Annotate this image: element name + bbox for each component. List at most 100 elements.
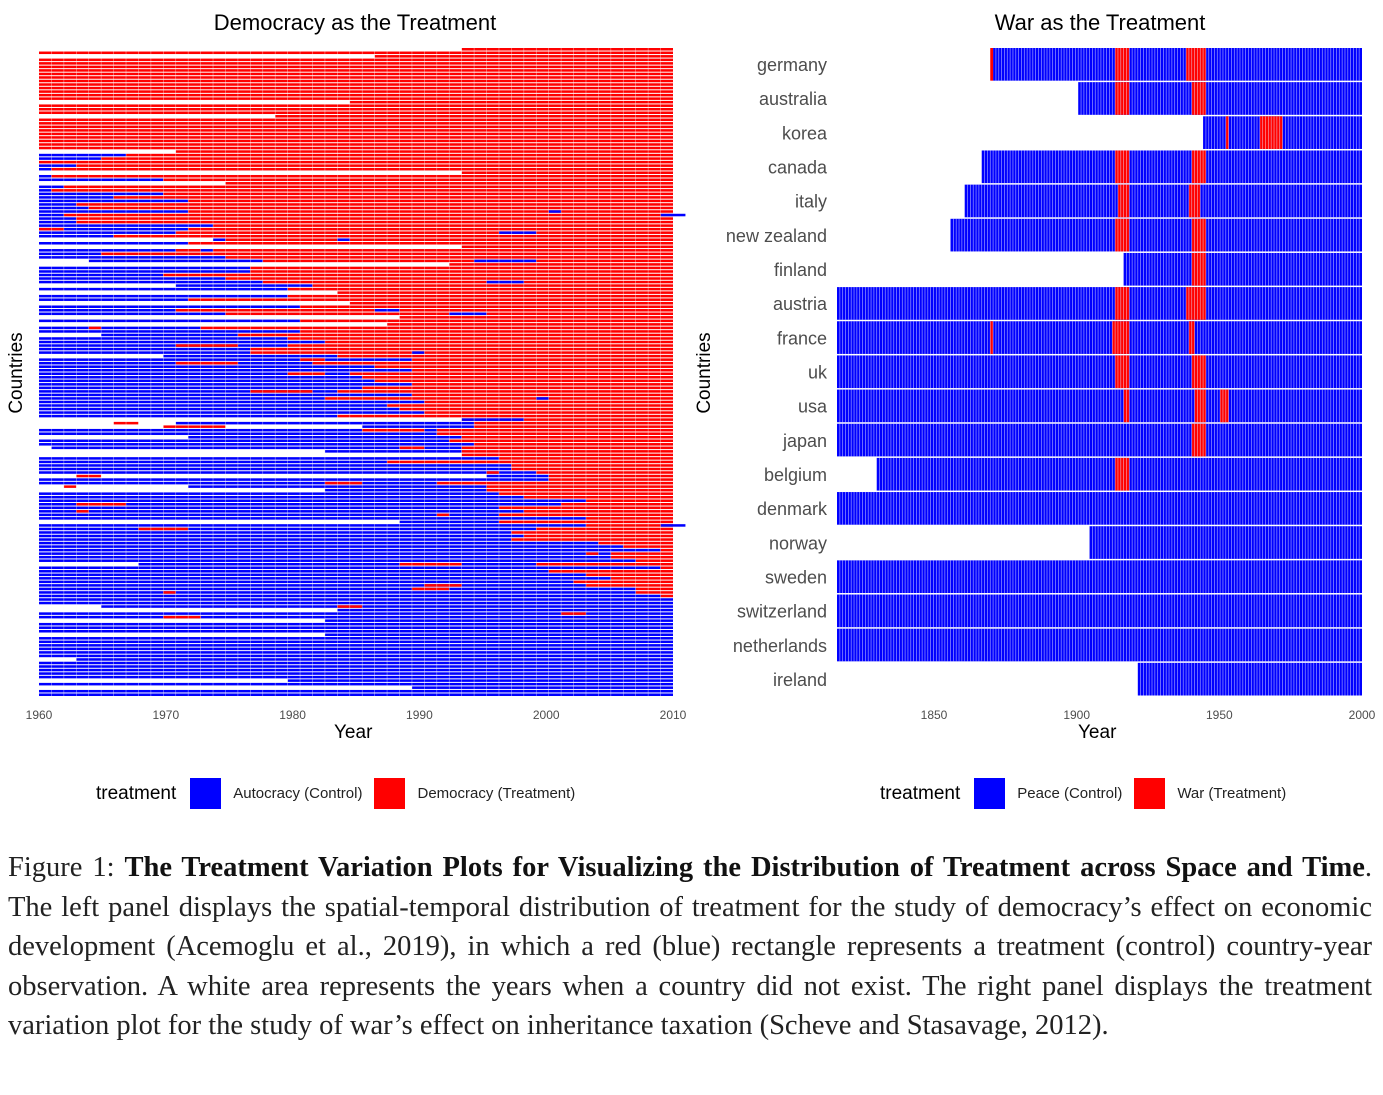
country-row xyxy=(39,224,673,227)
war-legend-label: War (Treatment) xyxy=(1177,785,1287,802)
country-label: korea xyxy=(782,123,828,143)
reversal-span xyxy=(436,513,450,517)
country-row xyxy=(39,294,673,298)
war-year-cell xyxy=(1117,82,1121,115)
autocracy-span xyxy=(39,682,673,686)
left-legend-title: treatment xyxy=(96,782,177,804)
country-label: ireland xyxy=(773,670,827,690)
country-row xyxy=(39,675,673,679)
war-year-cell xyxy=(1200,252,1204,286)
war-year-cell xyxy=(1197,82,1201,115)
democracy-span xyxy=(536,471,673,474)
country-row xyxy=(39,252,673,256)
peace-span xyxy=(837,389,1362,423)
autocracy-span xyxy=(411,686,673,689)
country-row xyxy=(39,298,674,301)
autocracy-span xyxy=(39,513,499,517)
country-row xyxy=(39,404,673,407)
peace-span xyxy=(950,218,1362,252)
democracy-span xyxy=(610,552,673,555)
country-row xyxy=(39,277,673,280)
country-row xyxy=(39,510,673,513)
war-year-cell xyxy=(1115,355,1118,389)
country-row xyxy=(39,256,673,259)
x-tick-label: 2000 xyxy=(1349,708,1376,722)
war-cells xyxy=(837,48,1362,696)
autocracy-span xyxy=(39,689,673,693)
country-row xyxy=(39,76,673,79)
autocracy-span xyxy=(39,351,251,354)
country-row xyxy=(39,654,673,658)
peace-span xyxy=(837,492,1362,525)
country-row xyxy=(39,146,673,150)
war-year-cell xyxy=(1194,252,1198,286)
country-label: norway xyxy=(769,533,827,553)
peace-span xyxy=(837,628,1362,662)
country-row xyxy=(990,48,1362,81)
democracy-span xyxy=(362,386,673,390)
war-year-cell xyxy=(1203,389,1206,423)
war-year-cell xyxy=(1115,150,1118,184)
democracy-span xyxy=(287,344,673,347)
war-year-cell xyxy=(1191,48,1195,81)
democracy-span xyxy=(113,234,673,238)
democracy-span xyxy=(411,368,673,372)
autocracy-span xyxy=(39,668,673,672)
war-year-cell xyxy=(1117,150,1121,184)
democracy-span xyxy=(511,464,673,467)
x-tick-label: 1950 xyxy=(1206,708,1233,722)
democracy-span xyxy=(387,460,673,464)
peace-span xyxy=(837,287,1362,320)
democracy-span xyxy=(411,393,673,397)
reversal-span xyxy=(411,351,425,354)
country-row xyxy=(39,69,673,72)
country-row xyxy=(39,118,673,122)
country-row xyxy=(39,467,673,471)
democracy-span xyxy=(436,432,673,435)
war-year-cell xyxy=(1117,457,1121,491)
autocracy-span xyxy=(39,231,176,234)
country-row xyxy=(39,527,673,531)
war-year-cell xyxy=(1200,423,1204,457)
war-year-cell xyxy=(1112,321,1116,354)
right-x-axis-title: Year xyxy=(1078,722,1117,743)
country-row xyxy=(39,443,673,446)
reversal-span xyxy=(175,361,238,365)
war-year-cell xyxy=(1188,321,1192,354)
autocracy-span xyxy=(39,672,673,675)
country-row xyxy=(39,682,673,686)
country-row xyxy=(39,541,673,545)
democracy-span xyxy=(39,136,673,139)
country-row xyxy=(39,125,673,129)
country-row xyxy=(39,347,674,351)
reversal-span xyxy=(660,524,686,527)
country-row xyxy=(39,143,673,146)
war-year-cell xyxy=(1197,389,1201,423)
country-row xyxy=(1123,252,1362,286)
country-row xyxy=(1089,526,1362,559)
country-row xyxy=(39,157,673,160)
war-year-cell xyxy=(1188,184,1192,218)
autocracy-span xyxy=(39,217,77,220)
country-label: austria xyxy=(773,294,828,314)
country-row xyxy=(39,393,673,397)
democracy-span xyxy=(39,76,673,79)
war-year-cell xyxy=(1126,184,1130,218)
war-year-cell xyxy=(1191,423,1195,457)
peace-span xyxy=(837,321,1362,354)
war-year-cell xyxy=(1115,48,1118,81)
country-row xyxy=(63,485,673,488)
country-row xyxy=(39,615,673,619)
democracy-span xyxy=(39,107,673,111)
war-year-cell xyxy=(1200,82,1204,115)
autocracy-span xyxy=(175,284,313,287)
war-year-cell xyxy=(1186,48,1189,81)
war-year-cell xyxy=(1115,218,1118,252)
reversal-span xyxy=(660,213,686,217)
democracy-span xyxy=(387,323,673,326)
right-legend-title: treatment xyxy=(880,782,961,804)
country-row xyxy=(39,340,673,344)
democracy-span xyxy=(39,132,673,136)
war-year-cell xyxy=(1115,82,1118,115)
country-row xyxy=(39,361,673,365)
